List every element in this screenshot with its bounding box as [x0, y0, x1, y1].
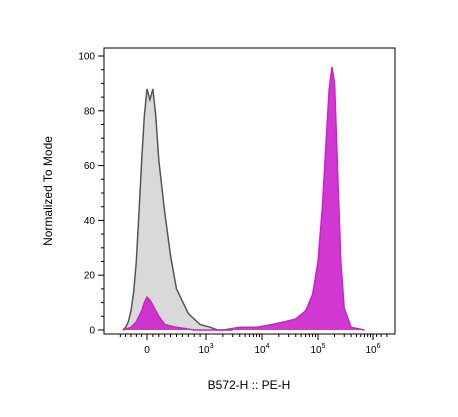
y-tick-label: 100 — [78, 52, 95, 63]
y-tick-label: 80 — [84, 106, 96, 117]
y-tick-label: 20 — [84, 271, 96, 282]
y-tick-label: 60 — [84, 161, 96, 172]
x-tick-label: 0 — [144, 345, 150, 356]
x-tick-label: 104 — [254, 343, 269, 356]
x-tick-label: 103 — [198, 343, 213, 356]
series-2-line — [122, 66, 365, 331]
y-axis: 0 20 40 60 80 100 — [78, 52, 104, 337]
y-axis-title: Normalized To Mode — [41, 136, 55, 246]
series-layer — [122, 66, 365, 331]
y-tick-label: 0 — [89, 326, 95, 337]
series-1-area — [123, 88, 233, 331]
x-tick-label: 106 — [365, 343, 380, 356]
series-2-area — [123, 67, 365, 330]
x-tick-label: 105 — [310, 343, 325, 356]
x-axis: 0 103 104 105 106 — [119, 334, 388, 356]
x-axis-title: B572-H :: PE-H — [208, 378, 291, 392]
series-1-line — [122, 88, 233, 331]
y-tick-label: 40 — [84, 216, 96, 227]
